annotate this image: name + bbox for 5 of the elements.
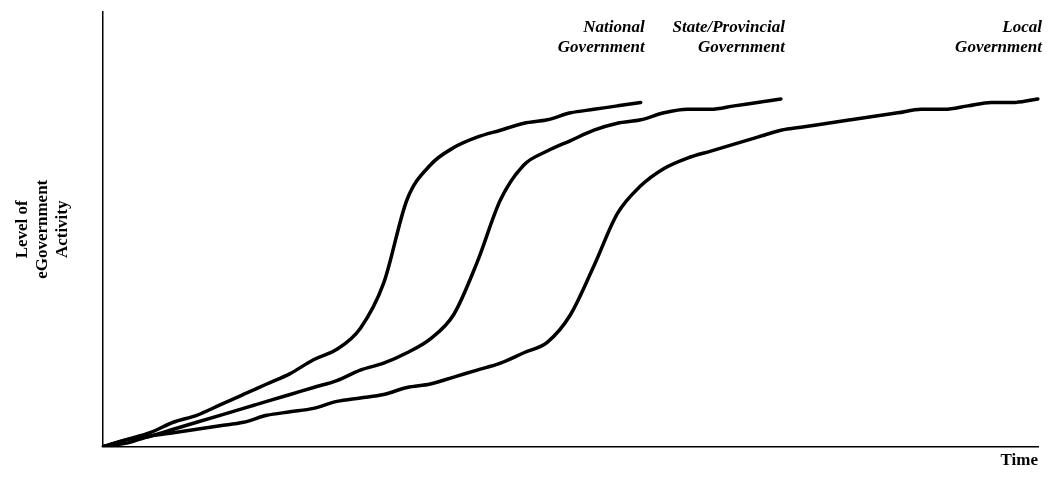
- x-axis-title: Time: [1000, 450, 1039, 470]
- text: Local Government: [955, 17, 1044, 56]
- text: National Government: [557, 17, 646, 56]
- text: State/Provincial Government: [672, 17, 787, 56]
- y-axis-title: Level of eGovernment Activity: [11, 179, 72, 279]
